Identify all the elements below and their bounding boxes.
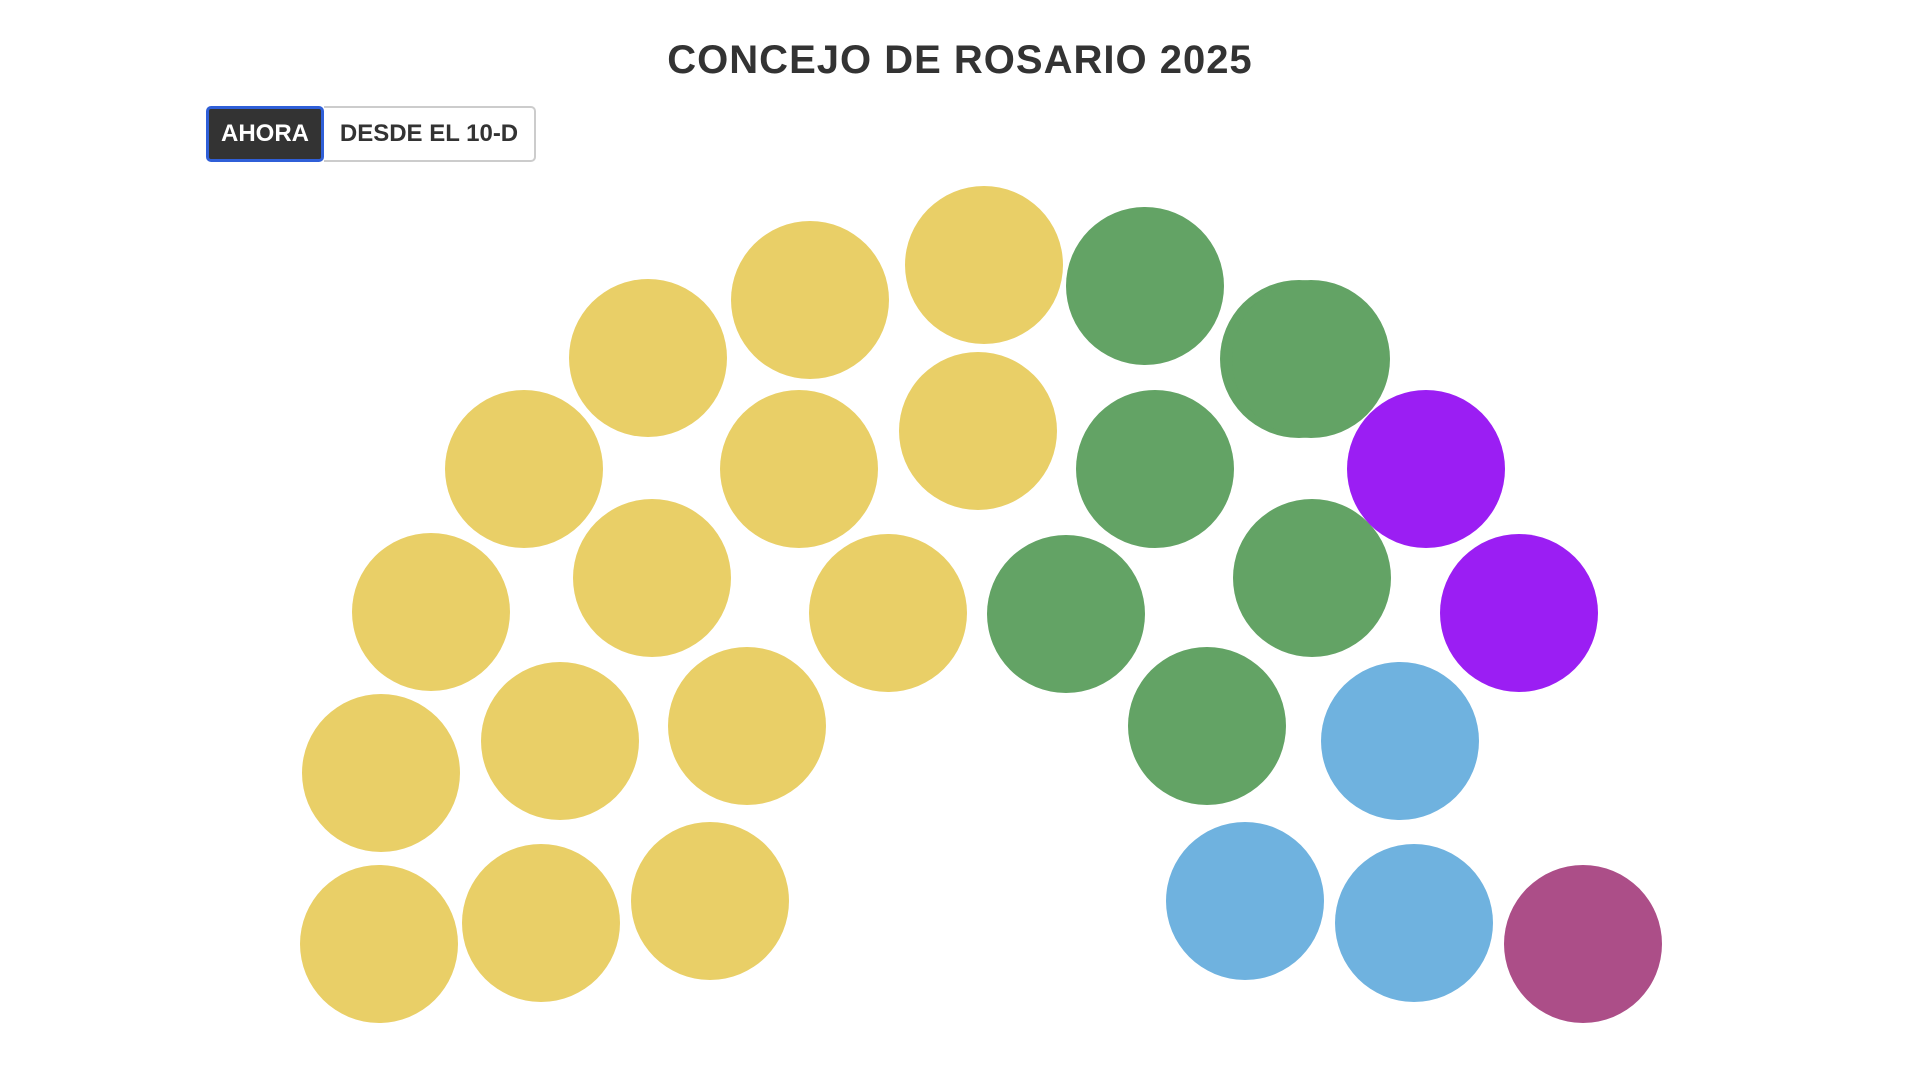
seat-group-1 — [302, 694, 460, 852]
seat-group-2 — [1128, 647, 1286, 805]
view-toggle: AHORA DESDE EL 10-D — [206, 106, 536, 162]
toggle-since-10d-button[interactable]: DESDE EL 10-D — [324, 106, 536, 162]
seat-group-1 — [445, 390, 603, 548]
seat-group-1 — [569, 279, 727, 437]
seat-group-1 — [352, 533, 510, 691]
seat-group-1 — [481, 662, 639, 820]
seat-group-1 — [462, 844, 620, 1002]
seat-group-2 — [1066, 207, 1224, 365]
seat-group-5 — [1504, 865, 1662, 1023]
seat-group-1 — [668, 647, 826, 805]
seat-group-1 — [905, 186, 1063, 344]
seat-group-2 — [1233, 499, 1391, 657]
seat-group-2 — [987, 535, 1145, 693]
seat-group-2 — [1232, 280, 1390, 438]
seat-group-2 — [1076, 390, 1234, 548]
seat-group-1 — [899, 352, 1057, 510]
seat-group-1 — [300, 865, 458, 1023]
seat-group-1 — [631, 822, 789, 980]
seat-group-1 — [731, 221, 889, 379]
seat-group-4 — [1335, 844, 1493, 1002]
seat-group-3 — [1347, 390, 1505, 548]
seat-group-1 — [720, 390, 878, 548]
toggle-now-button[interactable]: AHORA — [206, 106, 324, 162]
chart-title: CONCEJO DE ROSARIO 2025 — [667, 38, 1253, 82]
seat-group-4 — [1321, 662, 1479, 820]
seat-group-1 — [809, 534, 967, 692]
seat-group-1 — [573, 499, 731, 657]
seat-group-4 — [1166, 822, 1324, 980]
seat-group-3 — [1440, 534, 1598, 692]
